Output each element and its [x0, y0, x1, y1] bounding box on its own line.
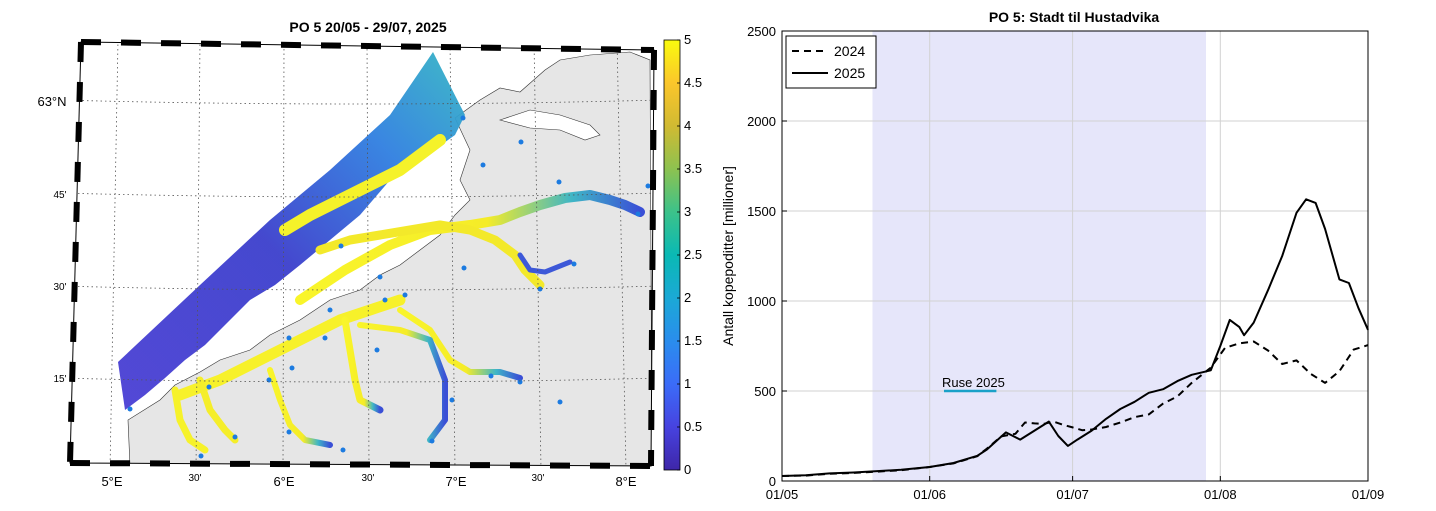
map-title: PO 5 20/05 - 29/07, 2025	[289, 19, 446, 35]
lon-tick-label: 30'	[531, 473, 544, 484]
y-tick-label: 1000	[747, 294, 776, 309]
x-tick-label: 01/09	[1352, 487, 1385, 502]
colorbar-tick-label: 3	[684, 204, 691, 219]
colorbar-tick-label: 2	[684, 290, 691, 305]
lon-tick-label: 5°E	[101, 474, 122, 489]
y-tick-label: 0	[769, 474, 776, 489]
ruse-period-label: Ruse 2025	[942, 375, 1005, 390]
colorbar-tick-label: 5	[684, 32, 691, 47]
map-lon-labels: 5°E 30' 6°E 30' 7°E 30' 8°E	[101, 473, 636, 489]
axis-ticks: 01/05 01/06 01/07 01/08 01/09 0 500 1000 1500 200…	[747, 24, 1384, 502]
colorbar-tick-label: 3.5	[684, 161, 702, 176]
plot-border	[781, 30, 1369, 482]
line-chart-panel: PO 5: Stadt til Hustadvika Ruse 2025 01/…	[720, 9, 1384, 502]
lat-tick-label: 63°N	[37, 94, 66, 109]
x-tick-label: 01/05	[766, 487, 799, 502]
station-markers	[127, 115, 651, 459]
x-tick-label: 01/08	[1204, 487, 1237, 502]
legend-label-2024: 2024	[834, 43, 865, 59]
colorbar-tick-label: 4	[684, 118, 691, 133]
colorbar-tick-label: 2.5	[684, 247, 702, 262]
colorbar-tick-label: 0.5	[684, 419, 702, 434]
colorbar-tick-label: 1	[684, 376, 691, 391]
colorbar-tick-label: 4.5	[684, 75, 702, 90]
y-tick-label: 2000	[747, 114, 776, 129]
map-panel: PO 5 20/05 - 29/07, 2025	[37, 19, 702, 489]
map-area	[70, 42, 654, 466]
colorbar-tick-label: 1.5	[684, 333, 702, 348]
lat-tick-label: 15'	[53, 374, 66, 385]
lon-tick-label: 7°E	[445, 474, 466, 489]
map-lat-labels: 63°N 45' 30' 15'	[37, 94, 66, 385]
lon-tick-label: 6°E	[273, 474, 294, 489]
x-tick-label: 01/07	[1056, 487, 1089, 502]
series-layer	[781, 198, 1369, 477]
lat-tick-label: 45'	[53, 190, 66, 201]
fjord-system	[171, 134, 645, 454]
lon-tick-label: 30'	[361, 473, 374, 484]
lon-tick-label: 8°E	[615, 474, 636, 489]
lat-tick-label: 30'	[53, 282, 66, 293]
x-tick-label: 01/06	[913, 487, 946, 502]
series-line-2025	[781, 198, 1369, 477]
lon-tick-label: 30'	[188, 473, 201, 484]
y-axis-label: Antall kopepoditter [millioner]	[720, 166, 736, 346]
legend-label-2025: 2025	[834, 65, 865, 81]
colorbar-tick-label: 0	[684, 462, 691, 477]
legend: 2024 2025	[785, 35, 877, 89]
map-frame	[67, 39, 657, 469]
colorbar: 5 4.5 4 3.5 3 2.5 2 1.5 1 0.5 0	[663, 32, 702, 477]
y-tick-label: 2500	[747, 24, 776, 39]
y-tick-label: 1500	[747, 204, 776, 219]
shaded-period	[872, 31, 1207, 481]
chart-title: PO 5: Stadt til Hustadvika	[989, 9, 1160, 25]
y-tick-label: 500	[754, 384, 776, 399]
